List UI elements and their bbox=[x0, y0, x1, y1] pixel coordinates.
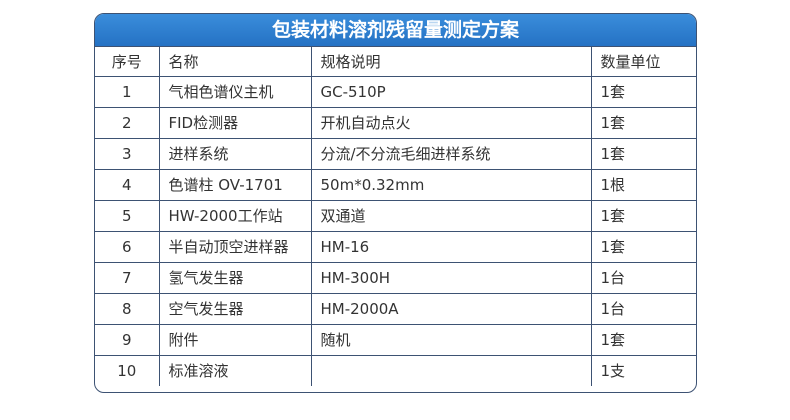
equipment-table: 序号 名称 规格说明 数量单位 1 气相色谱仪主机 GC-510P 1套 2 FID检测器 开机自动… bbox=[95, 47, 696, 386]
table-row: 6 半自动顶空进样器 HM-16 1套 bbox=[95, 230, 696, 263]
header-column-quantity: 数量单位 bbox=[590, 47, 696, 77]
table-row: 3 进样系统 分流/不分流毛细进样系统 1套 bbox=[95, 137, 696, 170]
cell-column-spec: 双通道 bbox=[310, 199, 592, 232]
cell-column-name: 气相色谱仪主机 bbox=[158, 75, 312, 108]
cell-column-name: 半自动顶空进样器 bbox=[158, 230, 312, 263]
cell-column-quantity: 1台 bbox=[590, 292, 696, 325]
header-row: 序号 名称 规格说明 数量单位 bbox=[95, 47, 696, 77]
cell-column-quantity: 1套 bbox=[590, 199, 696, 232]
cell-column-index: 5 bbox=[95, 199, 160, 232]
cell-column-spec bbox=[310, 354, 592, 386]
cell-column-index: 6 bbox=[95, 230, 160, 263]
cell-column-name: 标准溶液 bbox=[158, 354, 312, 386]
cell-column-index: 3 bbox=[95, 137, 160, 170]
equipment-table-card: 包装材料溶剂残留量测定方案 序号 名称 规格说明 数量单位 1 气相色谱仪主机 GC-510… bbox=[94, 13, 697, 393]
table-row: 1 气相色谱仪主机 GC-510P 1套 bbox=[95, 75, 696, 108]
table-row: 8 空气发生器 HM-2000A 1台 bbox=[95, 292, 696, 325]
cell-column-index: 8 bbox=[95, 292, 160, 325]
cell-column-name: 空气发生器 bbox=[158, 292, 312, 325]
cell-column-spec: 50m*0.32mm bbox=[310, 168, 592, 201]
cell-column-spec: 分流/不分流毛细进样系统 bbox=[310, 137, 592, 170]
cell-column-quantity: 1套 bbox=[590, 230, 696, 263]
cell-column-index: 7 bbox=[95, 261, 160, 294]
cell-column-index: 1 bbox=[95, 75, 160, 108]
cell-column-quantity: 1套 bbox=[590, 75, 696, 108]
cell-column-quantity: 1台 bbox=[590, 261, 696, 294]
table-row: 9 附件 随机 1套 bbox=[95, 323, 696, 356]
table-title: 包装材料溶剂残留量测定方案 bbox=[95, 14, 696, 47]
cell-column-spec: 开机自动点火 bbox=[310, 106, 592, 139]
cell-column-name: 氢气发生器 bbox=[158, 261, 312, 294]
cell-column-name: 色谱柱 OV-1701 bbox=[158, 168, 312, 201]
cell-column-spec: GC-510P bbox=[310, 75, 592, 108]
cell-column-index: 10 bbox=[95, 354, 160, 386]
cell-column-name: 进样系统 bbox=[158, 137, 312, 170]
table-row: 4 色谱柱 OV-1701 50m*0.32mm 1根 bbox=[95, 168, 696, 201]
cell-column-spec: 随机 bbox=[310, 323, 592, 356]
cell-column-name: 附件 bbox=[158, 323, 312, 356]
cell-column-spec: HM-16 bbox=[310, 230, 592, 263]
cell-column-index: 4 bbox=[95, 168, 160, 201]
table-row: 5 HW-2000工作站 双通道 1套 bbox=[95, 199, 696, 232]
header-column-name: 名称 bbox=[158, 47, 312, 77]
cell-column-quantity: 1套 bbox=[590, 106, 696, 139]
cell-column-index: 9 bbox=[95, 323, 160, 356]
cell-column-quantity: 1支 bbox=[590, 354, 696, 386]
cell-column-index: 2 bbox=[95, 106, 160, 139]
cell-column-quantity: 1套 bbox=[590, 137, 696, 170]
cell-column-name: FID检测器 bbox=[158, 106, 312, 139]
table-row: 7 氢气发生器 HM-300H 1台 bbox=[95, 261, 696, 294]
table-row: 2 FID检测器 开机自动点火 1套 bbox=[95, 106, 696, 139]
cell-column-name: HW-2000工作站 bbox=[158, 199, 312, 232]
header-column-spec: 规格说明 bbox=[310, 47, 592, 77]
header-column-index: 序号 bbox=[95, 47, 160, 77]
cell-column-spec: HM-300H bbox=[310, 261, 592, 294]
cell-column-quantity: 1根 bbox=[590, 168, 696, 201]
cell-column-quantity: 1套 bbox=[590, 323, 696, 356]
table-row: 10 标准溶液 1支 bbox=[95, 354, 696, 386]
cell-column-spec: HM-2000A bbox=[310, 292, 592, 325]
